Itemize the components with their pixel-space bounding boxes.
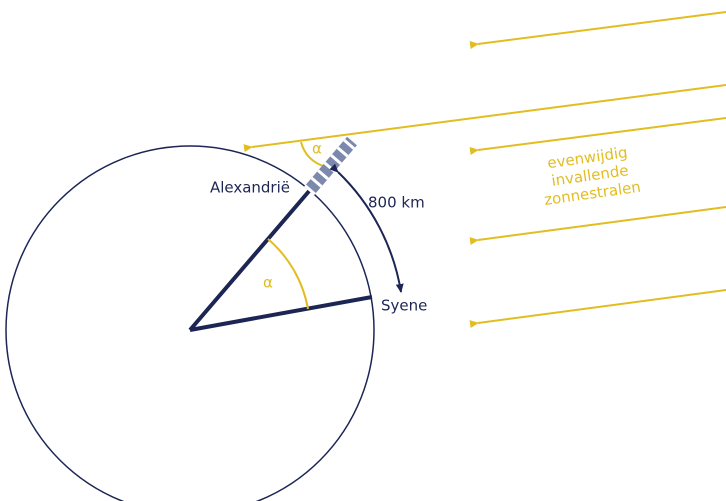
angle-arc-center — [268, 239, 308, 309]
ray — [478, 118, 726, 150]
ray — [252, 85, 726, 147]
earth — [6, 146, 374, 501]
diagram: α α Alexandrië 800 km Syene evenwijdig i… — [0, 0, 726, 501]
distance-arc — [338, 172, 401, 292]
ray — [478, 290, 726, 323]
angle-label: α — [263, 274, 273, 292]
angle-label: α — [312, 140, 322, 158]
city-label: Alexandrië — [210, 179, 290, 197]
ray — [478, 12, 726, 44]
radius-syene — [190, 297, 372, 330]
ray — [478, 207, 726, 240]
city-label: Syene — [381, 297, 427, 315]
distance-label: 800 km — [368, 194, 425, 212]
radius-alexandria — [190, 190, 310, 330]
rays-caption: evenwijdig invallende zonnestralen — [538, 142, 642, 209]
